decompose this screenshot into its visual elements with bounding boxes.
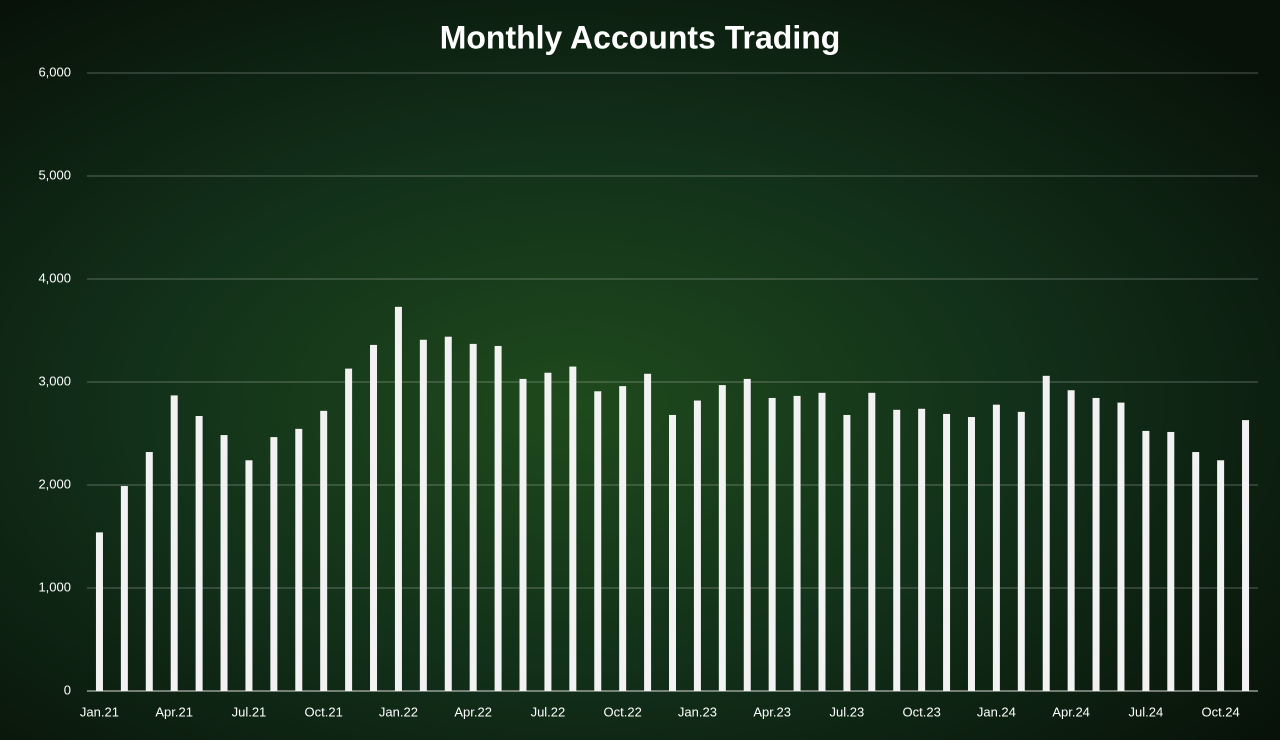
bar [1217, 460, 1225, 691]
bar [569, 366, 577, 691]
bar [1067, 390, 1075, 691]
bar [992, 404, 1000, 691]
bar [494, 345, 502, 691]
bar [370, 344, 378, 691]
bar [967, 417, 975, 691]
bar [918, 408, 926, 691]
bar [170, 395, 178, 691]
x-tick-label: Jul.23 [830, 704, 865, 719]
y-tick-label: 3,000 [38, 373, 71, 388]
bar [270, 437, 278, 691]
bar [320, 410, 328, 691]
x-tick-label: Jan.22 [379, 704, 418, 719]
bar [469, 343, 477, 691]
bar [768, 397, 776, 691]
chart-title: Monthly Accounts Trading [440, 19, 841, 55]
bar [718, 385, 726, 691]
x-tick-label: Jul.22 [531, 704, 566, 719]
bar [669, 414, 676, 691]
bar [793, 395, 801, 691]
bar [444, 336, 452, 691]
bar [644, 373, 652, 691]
bar [120, 486, 128, 691]
bar [345, 368, 353, 691]
bar [594, 391, 602, 691]
bar [893, 409, 901, 691]
bar [1142, 430, 1150, 691]
bar [195, 415, 203, 691]
bar [818, 392, 826, 691]
bar [743, 378, 751, 691]
x-tick-label: Oct.21 [305, 704, 343, 719]
bar [693, 400, 701, 691]
x-tick-label: Oct.24 [1201, 704, 1239, 719]
bar [145, 452, 153, 691]
bar [519, 378, 527, 691]
bar [1192, 452, 1200, 691]
y-tick-label: 1,000 [38, 579, 71, 594]
bar [1017, 411, 1025, 691]
y-tick-label: 0 [64, 682, 71, 697]
bar [95, 532, 103, 691]
x-tick-label: Jan.23 [678, 704, 717, 719]
x-tick-label: Jan.24 [977, 704, 1016, 719]
x-tick-label: Jan.21 [80, 704, 119, 719]
bar [943, 413, 951, 691]
bar [1092, 397, 1100, 691]
y-tick-label: 6,000 [38, 64, 71, 79]
bar [1117, 402, 1125, 691]
x-tick-label: Oct.22 [604, 704, 642, 719]
x-tick-label: Apr.21 [155, 704, 193, 719]
x-tick-label: Jul.24 [1129, 704, 1164, 719]
bar [544, 372, 552, 691]
bar [245, 460, 253, 691]
bar [295, 428, 303, 691]
x-tick-label: Oct.23 [903, 704, 941, 719]
x-tick-label: Apr.22 [454, 704, 492, 719]
bar [1167, 431, 1175, 691]
bar [619, 386, 627, 691]
bar [419, 339, 427, 691]
bar [1242, 420, 1250, 691]
y-tick-label: 4,000 [38, 270, 71, 285]
bar [220, 435, 228, 691]
bar [868, 392, 876, 691]
y-tick-label: 5,000 [38, 167, 71, 182]
x-tick-label: Jul.21 [232, 704, 267, 719]
bar [394, 306, 402, 691]
x-tick-label: Apr.24 [1052, 704, 1090, 719]
y-tick-label: 2,000 [38, 476, 71, 491]
bar [1042, 375, 1050, 691]
x-tick-label: Apr.23 [753, 704, 791, 719]
bar [843, 414, 851, 691]
